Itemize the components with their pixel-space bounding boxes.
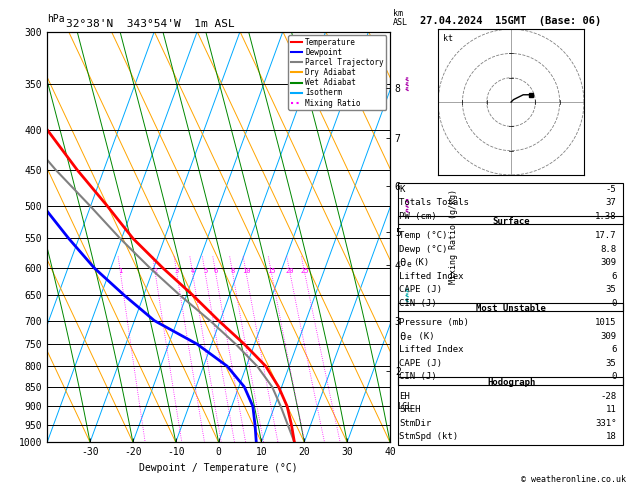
Text: 1: 1 (118, 268, 123, 274)
Text: 4: 4 (191, 268, 195, 274)
Text: SREH: SREH (399, 405, 421, 414)
Text: Surface: Surface (493, 217, 530, 226)
Text: Most Unstable: Most Unstable (476, 304, 546, 313)
Text: 6: 6 (214, 268, 218, 274)
Text: 0: 0 (611, 299, 616, 308)
Text: LCL: LCL (397, 402, 412, 411)
Text: kt: kt (443, 35, 453, 43)
Text: StmDir: StmDir (399, 419, 431, 428)
Text: 8.8: 8.8 (600, 244, 616, 254)
Text: 331°: 331° (595, 419, 616, 428)
Text: 2: 2 (153, 268, 157, 274)
Text: 17.7: 17.7 (595, 231, 616, 240)
Text: 18: 18 (606, 433, 616, 441)
Text: 15: 15 (267, 268, 276, 274)
Text: 6: 6 (611, 345, 616, 354)
Text: CAPE (J): CAPE (J) (399, 359, 442, 368)
Text: Hodograph: Hodograph (487, 378, 535, 387)
Text: Dewp (°C): Dewp (°C) (399, 244, 448, 254)
Text: 3: 3 (175, 268, 179, 274)
Text: e: e (407, 333, 411, 342)
Text: 35: 35 (606, 285, 616, 295)
Text: θ: θ (399, 331, 406, 342)
Text: 10: 10 (242, 268, 250, 274)
Text: 5: 5 (203, 268, 208, 274)
Text: 11: 11 (606, 405, 616, 414)
Text: Totals Totals: Totals Totals (399, 198, 469, 208)
Text: 0: 0 (611, 372, 616, 382)
Text: (K): (K) (413, 331, 435, 341)
Text: (K): (K) (413, 258, 430, 267)
Text: 309: 309 (600, 258, 616, 267)
Text: 27.04.2024  15GMT  (Base: 06): 27.04.2024 15GMT (Base: 06) (420, 16, 602, 26)
Text: -5: -5 (606, 185, 616, 194)
Text: km
ASL: km ASL (393, 9, 408, 27)
Text: Pressure (mb): Pressure (mb) (399, 318, 469, 327)
Text: CIN (J): CIN (J) (399, 372, 437, 382)
Text: 1015: 1015 (595, 318, 616, 327)
Text: CAPE (J): CAPE (J) (399, 285, 442, 295)
Text: Lifted Index: Lifted Index (399, 345, 464, 354)
Text: © weatheronline.co.uk: © weatheronline.co.uk (521, 474, 626, 484)
Text: 309: 309 (600, 331, 616, 341)
Text: 6: 6 (611, 272, 616, 281)
Text: 1.38: 1.38 (595, 212, 616, 221)
Text: e: e (407, 260, 411, 269)
Y-axis label: Mixing Ratio (g/kg): Mixing Ratio (g/kg) (449, 190, 459, 284)
Text: 8: 8 (231, 268, 235, 274)
Text: CIN (J): CIN (J) (399, 299, 437, 308)
Text: θ: θ (399, 258, 406, 268)
X-axis label: Dewpoint / Temperature (°C): Dewpoint / Temperature (°C) (139, 463, 298, 473)
Text: EH: EH (399, 392, 410, 400)
Legend: Temperature, Dewpoint, Parcel Trajectory, Dry Adiabat, Wet Adiabat, Isotherm, Mi: Temperature, Dewpoint, Parcel Trajectory… (289, 35, 386, 110)
Text: PW (cm): PW (cm) (399, 212, 437, 221)
Text: 35: 35 (606, 359, 616, 368)
Text: Temp (°C): Temp (°C) (399, 231, 448, 240)
Text: hPa: hPa (47, 14, 65, 24)
Text: K: K (399, 185, 405, 194)
Text: 37: 37 (606, 198, 616, 208)
Text: 20: 20 (286, 268, 294, 274)
Text: Lifted Index: Lifted Index (399, 272, 464, 281)
Text: StmSpd (kt): StmSpd (kt) (399, 433, 459, 441)
Text: 25: 25 (301, 268, 309, 274)
Text: -28: -28 (600, 392, 616, 400)
Text: 32°38'N  343°54'W  1m ASL: 32°38'N 343°54'W 1m ASL (66, 19, 235, 29)
